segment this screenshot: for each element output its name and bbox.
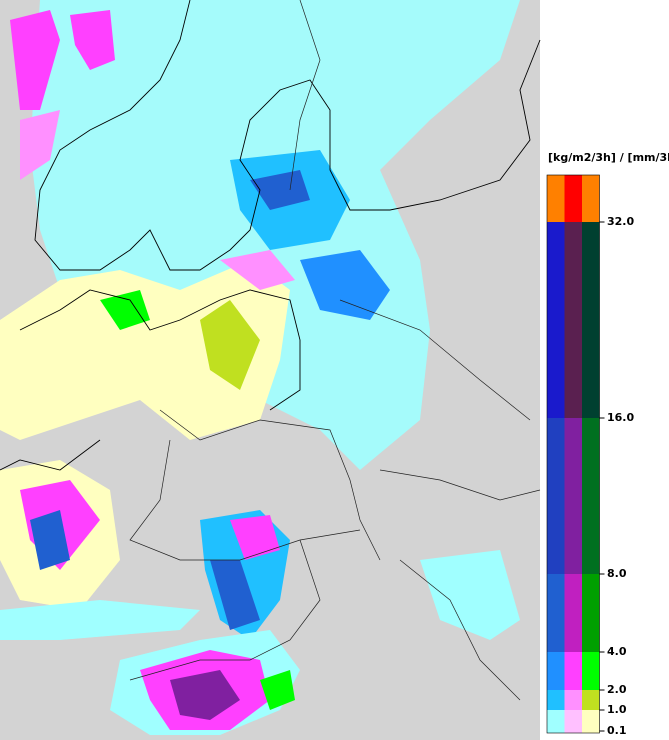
legend-swatch [582, 690, 600, 710]
legend-swatch [564, 222, 582, 418]
legend-swatch [547, 175, 565, 222]
legend-tick-label: 8.0 [607, 567, 627, 580]
legend-swatch [547, 710, 565, 733]
legend-swatch [564, 175, 582, 222]
legend-frame [546, 174, 600, 734]
legend-swatch [564, 418, 582, 574]
legend-swatch [547, 652, 565, 690]
legend-swatch [547, 690, 565, 710]
legend-swatch [582, 652, 600, 690]
legend-tick-label: 1.0 [607, 703, 627, 716]
legend-tick-label: 2.0 [607, 683, 627, 696]
coastlines [0, 0, 541, 471]
legend-tick-label: 32.0 [607, 215, 634, 228]
legend-tick-label: 16.0 [607, 411, 634, 424]
legend-swatch [582, 710, 600, 733]
legend-swatch [547, 574, 565, 652]
legend: [kg/m2/3h] / [mm/3h] 32.0 16.0 8.0 4.0 2.0 1.… [546, 151, 669, 737]
legend-title: [kg/m2/3h] / [mm/3h] [548, 151, 669, 164]
legend-swatch [564, 652, 582, 690]
legend-swatch [564, 690, 582, 710]
map [0, 0, 541, 740]
legend-swatch [564, 574, 582, 652]
legend-swatch [564, 710, 582, 733]
legend-swatch [582, 175, 600, 222]
legend-swatch [582, 574, 600, 652]
borders [129, 0, 541, 701]
legend-swatch [582, 222, 600, 418]
legend-swatch [547, 418, 565, 574]
legend-tick-label: 4.0 [607, 645, 627, 658]
legend-swatch [582, 418, 600, 574]
precipitation [0, 0, 520, 735]
legend-swatch [547, 222, 565, 418]
legend-tick-label: 0.1 [607, 724, 627, 737]
